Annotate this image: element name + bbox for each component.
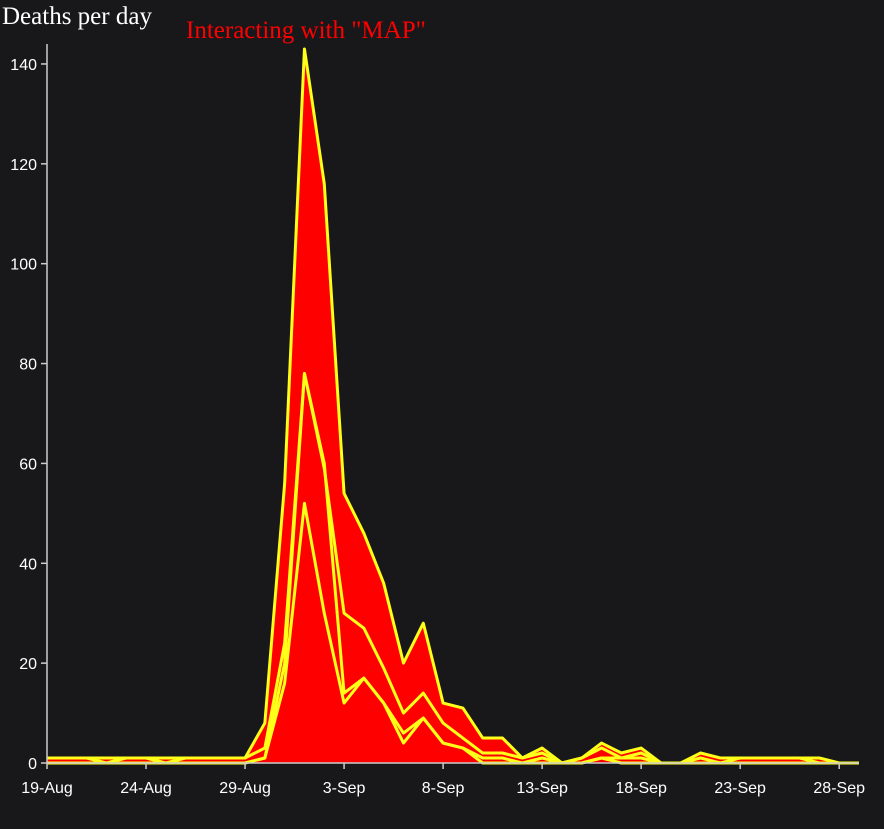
chart-subtitle: Interacting with "MAP" [186, 17, 426, 44]
x-tick-label: 29-Aug [219, 780, 271, 797]
y-tick-label: 20 [19, 656, 37, 673]
x-tick-label: 13-Sep [516, 780, 568, 797]
x-axis: 19-Aug 24-Aug 29-Aug 3-Sep 8-Sep 13-Sep 18-Sep… [21, 762, 865, 797]
chart-title: Deaths per day [2, 3, 152, 30]
x-tick-label: 28-Sep [813, 780, 865, 797]
x-tick-label: 19-Aug [21, 780, 73, 797]
y-axis: 0 20 40 60 80 100 120 140 [10, 44, 48, 773]
x-tick-label: 3-Sep [323, 780, 366, 797]
y-tick-label: 100 [10, 257, 37, 274]
x-tick-label: 18-Sep [615, 780, 667, 797]
x-tick-label: 8-Sep [422, 780, 465, 797]
x-tick-label: 24-Aug [120, 780, 172, 797]
y-tick-label: 80 [19, 357, 37, 374]
x-tick-label: 23-Sep [714, 780, 766, 797]
y-tick-label: 140 [10, 57, 37, 74]
y-tick-label: 40 [19, 556, 37, 573]
y-tick-label: 120 [10, 157, 37, 174]
y-tick-label: 0 [28, 756, 37, 773]
y-tick-label: 60 [19, 456, 37, 473]
series-line [47, 47, 859, 765]
area-layer [47, 48, 859, 764]
area-layers [47, 47, 859, 765]
